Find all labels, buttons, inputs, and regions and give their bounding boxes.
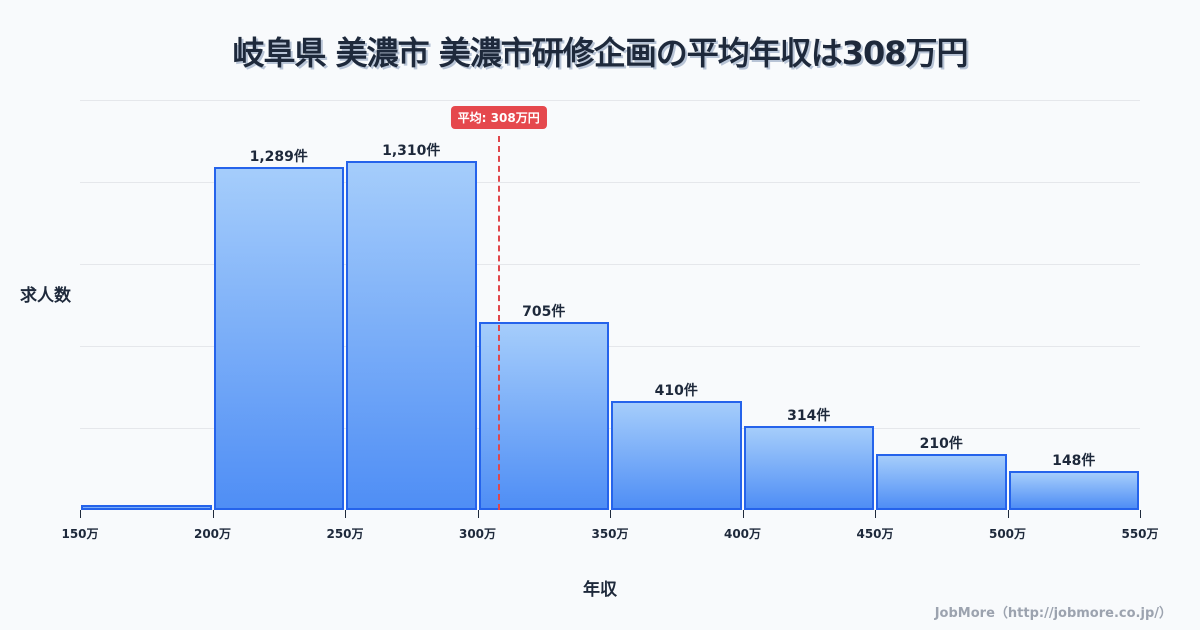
x-tick-label: 550万 [1121,527,1159,541]
x-tick [477,510,479,518]
x-tick-label: 450万 [856,527,894,541]
x-tick [875,510,876,518]
bar-value-label: 210件 [919,436,963,453]
histogram-bar [346,161,477,510]
gridline [80,346,1140,347]
histogram-bar [876,454,1007,510]
histogram-bar [743,426,874,510]
bar-value-label: 148件 [1052,452,1096,469]
x-tick [1140,510,1141,518]
bar-value-label: 705件 [522,304,566,321]
x-tick [1007,510,1009,518]
x-axis-label: 年収 [583,580,617,600]
histogram-bar [81,504,212,510]
x-tick-label: 400万 [723,527,762,541]
y-axis-label: 求人数 [20,286,71,306]
gridline [80,100,1140,101]
average-line [497,136,500,510]
bar-value-label: 410件 [654,382,698,399]
x-tick [345,510,346,518]
x-tick [610,510,611,518]
gridline [80,428,1140,429]
x-tick-label: 500万 [988,527,1027,541]
x-tick-label: 200万 [193,527,232,541]
histogram-bar [213,166,344,510]
x-tick [742,510,744,518]
bar-value-label: 314件 [787,408,831,425]
bar-value-label: 1,289件 [249,148,308,165]
x-tick-label: 300万 [458,527,497,541]
plot-area: 1,289件 1,310件 705件 410件 314件 210件 148件 150万 200万… [61,100,1159,541]
gridline [80,264,1140,265]
bar-value-label: 1,310件 [382,143,441,160]
histogram-bar [478,322,609,510]
histogram-bar [611,400,742,510]
x-tick [212,510,214,518]
x-tick-label: 250万 [326,527,364,541]
histogram-bar [1008,470,1139,510]
gridline [80,182,1140,183]
x-tick [80,510,81,518]
average-badge: 平均: 308万円 [450,106,547,129]
x-tick-label: 350万 [591,527,629,541]
x-tick-label: 150万 [61,527,99,541]
chart-title: 岐阜県 美濃市 美濃市研修企画の平均年収は308万円 [232,34,968,72]
source-credit: JobMore（http://jobmore.co.jp/） [934,606,1172,621]
